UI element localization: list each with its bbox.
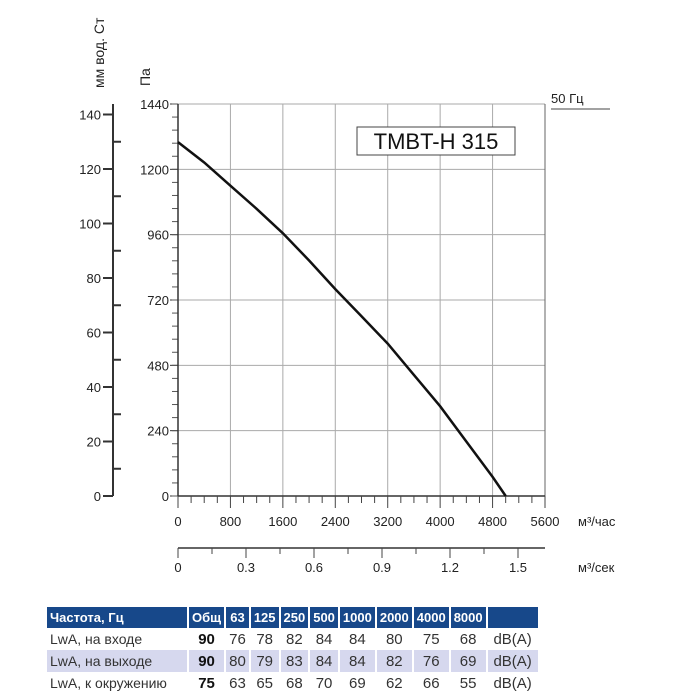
frequency-label: 50 Гц xyxy=(551,91,584,106)
table-header: Частота, Гц Общ 63 125 250 500 1000 2000 4000 800… xyxy=(47,607,538,628)
y-tick-label-mm: 60 xyxy=(87,326,101,341)
axes: 0 800 1600 2400 3200 4000 4800 5600024048072096… xyxy=(79,97,559,575)
table-cell: 55 xyxy=(459,674,477,692)
table-row: LwA, на выходе 90 80 79 83 84 84 82 76 69 dB(A) xyxy=(47,650,538,672)
grid xyxy=(177,103,546,497)
table-header-cell: 2000 xyxy=(376,607,412,628)
table-header-cell: 125 xyxy=(250,607,279,628)
x-tick-label-m3h: 4000 xyxy=(426,514,455,529)
x-tick-label-m3h: 5600 xyxy=(531,514,560,529)
x-tick-label-m3s: 0.6 xyxy=(305,560,323,575)
noise-table: Частота, Гц Общ 63 125 250 500 1000 2000 4000 800… xyxy=(45,607,540,694)
y-tick-label-pa: 240 xyxy=(147,424,169,439)
table-cell: LwA, на входе xyxy=(50,631,143,647)
table-row: LwA, на входе 90 76 78 82 84 84 80 75 68 dB(A) xyxy=(47,628,538,650)
model-label-box xyxy=(356,126,516,156)
x-tick-label-m3s: 0.3 xyxy=(237,560,255,575)
y-tick-label-pa: 1440 xyxy=(140,97,169,112)
x-axis-m3h-label: м³/час xyxy=(578,514,616,529)
table-cell: dB(A) xyxy=(493,630,532,648)
y-tick-label-pa: 0 xyxy=(162,489,169,504)
y-tick-label-mm: 20 xyxy=(87,435,101,450)
x-tick-label-m3h: 800 xyxy=(220,514,242,529)
table-header-cell: Частота, Гц xyxy=(47,607,187,628)
table-cell: 82 xyxy=(376,650,412,672)
table-cell: 75 xyxy=(422,630,440,648)
table-cell: 68 xyxy=(286,674,303,692)
y-tick-label-pa: 480 xyxy=(147,358,169,373)
x-tick-label-m3h: 3200 xyxy=(373,514,402,529)
table-row: LwA, к окружению 75 63 65 68 70 69 62 66 55 dB(A) xyxy=(47,672,538,694)
table-header-cell xyxy=(487,607,538,628)
x-tick-label-m3h: 4800 xyxy=(478,514,507,529)
table-header-cell: 8000 xyxy=(450,607,486,628)
performance-curve xyxy=(177,141,507,497)
table-cell: 75 xyxy=(198,674,215,692)
table-header-cell: Общ xyxy=(189,607,225,628)
y-axis-pa-label: Па xyxy=(137,68,153,86)
y-tick-label-pa: 960 xyxy=(147,228,169,243)
y-tick-label-mm: 100 xyxy=(79,217,101,232)
table-cell: 70 xyxy=(315,674,333,692)
table-cell: 90 xyxy=(198,630,215,648)
y-tick-label-pa: 1200 xyxy=(140,162,169,177)
table-header-cell: 4000 xyxy=(413,607,449,628)
table-cell: 76 xyxy=(413,650,449,672)
table-cell: dB(A) xyxy=(487,650,538,672)
table-cell: 84 xyxy=(310,650,338,672)
x-tick-label-m3s: 0.9 xyxy=(373,560,391,575)
table-cell: 80 xyxy=(226,650,249,672)
table-cell: 63 xyxy=(229,674,246,692)
y-tick-label-mm: 120 xyxy=(79,162,101,177)
x-tick-label-m3s: 0 xyxy=(174,560,181,575)
performance-chart: 0 800 1600 2400 3200 4000 4800 5600024048072096… xyxy=(79,17,616,575)
y-axis-mm-label: мм вод. Ст xyxy=(91,17,107,88)
table-cell: 66 xyxy=(422,674,440,692)
y-tick-label-mm: 0 xyxy=(94,489,101,504)
table-cell: 69 xyxy=(349,674,366,692)
table-cell: 80 xyxy=(385,630,403,648)
table-cell: 65 xyxy=(256,674,273,692)
x-tick-label-m3h: 1600 xyxy=(268,514,297,529)
y-tick-label-mm: 140 xyxy=(79,108,101,123)
x-tick-label-m3h: 2400 xyxy=(321,514,350,529)
table-header-cell: 250 xyxy=(280,607,309,628)
x-tick-label-m3s: 1.5 xyxy=(509,560,527,575)
table-cell: 69 xyxy=(450,650,486,672)
table-cell: 62 xyxy=(385,674,403,692)
table-header-cell: 500 xyxy=(310,607,338,628)
table-cell: 82 xyxy=(286,630,303,648)
y-tick-label-pa: 720 xyxy=(147,293,169,308)
table-cell: 79 xyxy=(250,650,279,672)
model-label: TMBT-H 315 xyxy=(374,129,499,154)
table-cell: 78 xyxy=(256,630,273,648)
table-cell: 83 xyxy=(280,650,309,672)
table-header-cell: 63 xyxy=(226,607,249,628)
table-cell: 76 xyxy=(229,630,246,648)
table-cell: LwA, к окружению xyxy=(50,675,167,691)
table-cell: 84 xyxy=(349,630,366,648)
table-cell: LwA, на выходе xyxy=(47,650,187,672)
table-cell: 68 xyxy=(459,630,477,648)
y-tick-label-mm: 80 xyxy=(87,271,101,286)
x-axis-m3s-label: м³/сек xyxy=(578,560,615,575)
x-tick-label-m3h: 0 xyxy=(174,514,181,529)
x-tick-label-m3s: 1.2 xyxy=(441,560,459,575)
table-cell: 90 xyxy=(189,650,225,672)
table-cell: 84 xyxy=(339,650,375,672)
table-cell: dB(A) xyxy=(493,674,532,692)
table-cell: 84 xyxy=(315,630,333,648)
y-tick-label-mm: 40 xyxy=(87,380,101,395)
table-header-cell: 1000 xyxy=(339,607,375,628)
